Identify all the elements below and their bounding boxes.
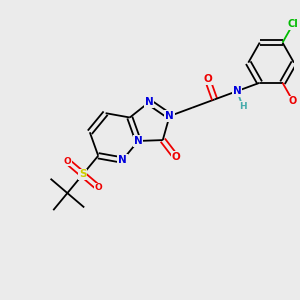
Text: Cl: Cl [288,19,298,29]
Text: N: N [134,136,142,146]
Text: O: O [203,74,212,84]
Text: N: N [118,155,127,165]
Text: N: N [233,86,242,96]
Text: O: O [171,152,180,162]
Text: N: N [165,111,174,121]
Text: O: O [63,157,71,166]
Text: O: O [289,96,297,106]
Text: O: O [94,183,102,192]
Text: H: H [239,102,247,111]
Text: N: N [145,97,154,107]
Text: S: S [79,169,87,179]
